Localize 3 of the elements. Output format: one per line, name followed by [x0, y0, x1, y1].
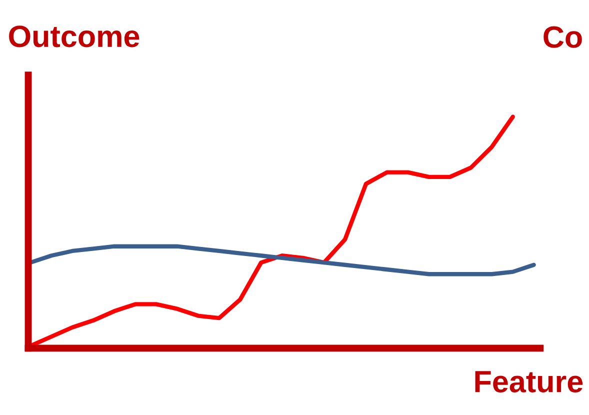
text: Co: [544, 26, 582, 48]
x-axis-title: Feature: [475, 371, 583, 392]
y-axis-title: Outcome: [9, 26, 140, 48]
